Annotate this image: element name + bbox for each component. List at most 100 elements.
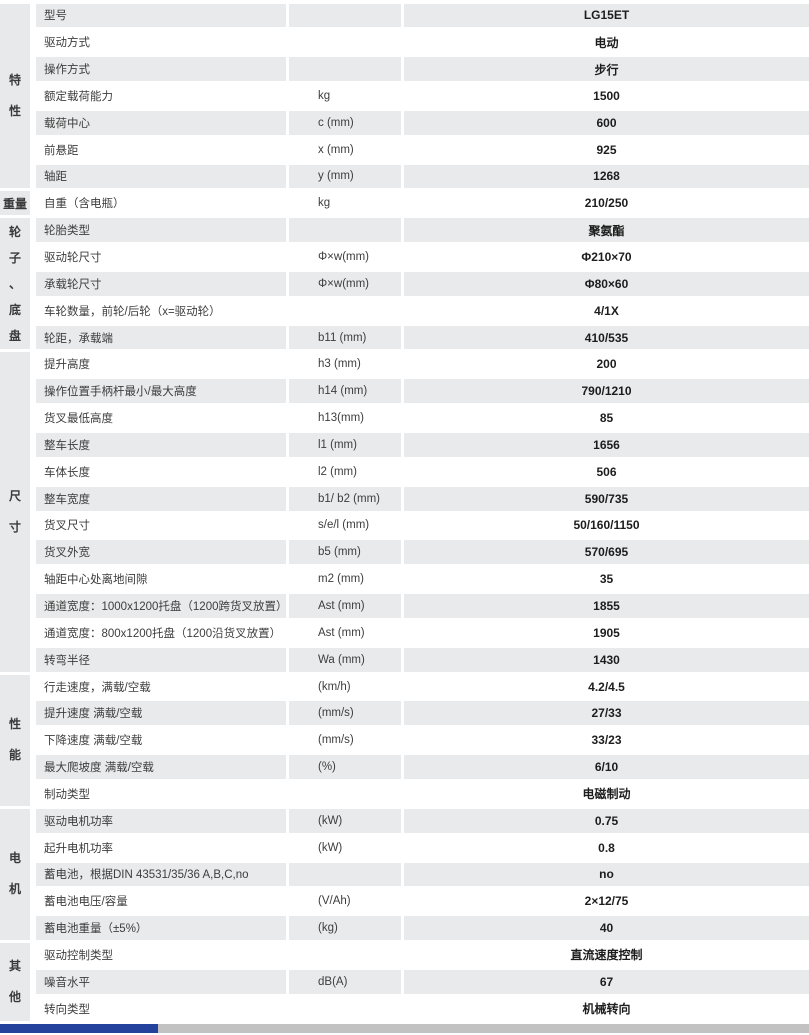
spec-row: 承载轮尺寸 Φ×w(mm) Φ80×60 <box>36 270 809 297</box>
spec-unit: (V/Ah) <box>318 895 351 908</box>
spec-value: Φ210×70 <box>581 250 632 265</box>
spec-value: 925 <box>596 142 617 157</box>
spec-label: 整车长度 <box>36 433 286 457</box>
h-scrollbar[interactable] <box>0 1024 809 1033</box>
spec-unit: h3 (mm) <box>318 358 361 371</box>
category-char: 他 <box>8 989 21 1004</box>
spec-row: 下降速度 满载/空载 (mm/s) 33/23 <box>36 727 809 754</box>
h-scrollbar-thumb[interactable] <box>0 1024 158 1033</box>
spec-row: 轴距中心处离地间隙 m2 (mm) 35 <box>36 566 809 593</box>
spec-unit <box>289 3 401 28</box>
section-rows: 型号 LG15ET 驱动方式 电动 操作方式 步行 额定载荷能力 kg 1500 载荷中心 c (m… <box>36 2 809 190</box>
spec-unit: m2 (mm) <box>318 573 364 586</box>
spec-unit: y (mm) <box>289 164 401 189</box>
spec-unit: Wa (mm) <box>289 647 401 672</box>
category-cell: 尺寸 <box>0 352 30 672</box>
spec-value: 570/695 <box>404 540 809 565</box>
spec-value: 电磁制动 <box>582 787 631 802</box>
spec-unit: (kg) <box>289 916 401 941</box>
spec-row: 前悬距 x (mm) 925 <box>36 136 809 163</box>
spec-value: 200 <box>596 357 617 372</box>
spec-label: 噪音水平 <box>36 969 286 994</box>
spec-section: 轮子、底盘轮胎类型 聚氨酯 驱动轮尺寸 Φ×w(mm) Φ210×70 承载轮尺寸 Φ×w(… <box>0 217 809 351</box>
spec-value: 410/535 <box>404 325 809 350</box>
category-char: 性 <box>8 103 21 118</box>
category-char: 尺 <box>8 489 21 504</box>
category-column: 重量 <box>0 190 30 217</box>
category-char: 寸 <box>8 520 21 535</box>
category-char: 盘 <box>8 328 21 343</box>
spec-unit: Ast (mm) <box>289 594 401 618</box>
spec-label: 通道宽度：800x1200托盘（1200沿货叉放置） <box>44 627 282 640</box>
spec-label: 驱动方式 <box>44 37 90 50</box>
spec-value: 步行 <box>404 57 809 82</box>
spec-unit <box>289 782 401 806</box>
spec-unit: b11 (mm) <box>289 325 401 350</box>
spec-section: 电机驱动电机功率 (kW) 0.75 起升电机功率 (kW) 0.8 蓄电池，根据DIN 4… <box>0 807 809 941</box>
spec-row: 提升高度 h3 (mm) 200 <box>36 351 809 378</box>
spec-value: 2×12/75 <box>584 894 629 909</box>
spec-section: 其他 驱动控制类型 直流速度控制 噪音水平 dB(A) 67 转向类型 机械转向 <box>0 942 809 1023</box>
spec-row: 噪音水平 dB(A) 67 <box>36 968 809 995</box>
spec-section: 尺寸 提升高度 h3 (mm) 200 操作位置手柄杆最小/最大高度 h14 (mm) 79… <box>0 351 809 673</box>
category-char: 电 <box>8 851 21 866</box>
spec-unit <box>289 299 401 323</box>
spec-value: Φ80×60 <box>404 271 809 296</box>
spec-row: 通道宽度：1000x1200托盘（1200跨货叉放置） Ast (mm) 1855 <box>36 593 809 620</box>
spec-unit: (%) <box>289 755 401 779</box>
spec-label: 操作方式 <box>36 57 286 82</box>
spec-unit: Ast (mm) <box>318 626 365 639</box>
spec-value: 50/160/1150 <box>573 518 640 533</box>
category-column: 特性 <box>0 2 30 190</box>
spec-unit: Φ×w(mm) <box>289 271 401 296</box>
spec-label: 轴距 <box>36 164 286 189</box>
spec-label: 最大爬坡度 满载/空载 <box>36 755 286 779</box>
spec-row: 蓄电池电压/容量 (V/Ah) 2×12/75 <box>36 888 809 915</box>
spec-value: no <box>404 862 809 887</box>
category-char: 子 <box>8 250 21 265</box>
spec-value: 0.8 <box>598 840 615 855</box>
section-rows: 行走速度，满载/空载 (km/h) 4.2/4.5 提升速度 满载/空载 (mm/s) 2… <box>36 673 809 807</box>
spec-value: 33/23 <box>591 733 622 748</box>
category-char: 其 <box>8 958 21 973</box>
spec-label: 承载轮尺寸 <box>36 271 286 296</box>
spec-unit: h14 (mm) <box>289 379 401 404</box>
category-char: 性 <box>8 717 21 732</box>
spec-row: 载荷中心 c (mm) 600 <box>36 109 809 136</box>
category-column: 尺寸 <box>0 351 30 673</box>
spec-unit: s/e/l (mm) <box>318 519 370 532</box>
category-char: 底 <box>8 302 21 317</box>
spec-row: 自重（含电瓶） kg 210/250 <box>36 190 809 217</box>
spec-label: 整车宽度 <box>36 486 286 511</box>
spec-label: 自重（含电瓶） <box>44 198 125 211</box>
spec-row: 型号 LG15ET <box>36 2 809 29</box>
category-cell: 电机 <box>0 808 30 941</box>
spec-label: 转弯半径 <box>36 647 286 672</box>
spec-row: 起升电机功率 (kW) 0.8 <box>36 834 809 861</box>
spec-row: 驱动方式 电动 <box>36 29 809 56</box>
spec-unit <box>289 218 401 243</box>
spec-value: 210/250 <box>584 196 629 211</box>
spec-value: 600 <box>404 110 809 135</box>
spec-row: 操作方式 步行 <box>36 56 809 83</box>
spec-label: 驱动电机功率 <box>36 808 286 833</box>
spec-label: 载荷中心 <box>36 110 286 135</box>
spec-value: 1268 <box>404 164 809 189</box>
spec-label: 提升速度 满载/空载 <box>36 701 286 726</box>
spec-value: 790/1210 <box>404 379 809 404</box>
spec-value: 1500 <box>593 88 620 103</box>
spec-unit: x (mm) <box>318 143 354 156</box>
spec-value: 35 <box>599 572 614 587</box>
category-column: 其他 <box>0 942 30 1023</box>
spec-value: LG15ET <box>404 3 809 28</box>
category-cell: 其他 <box>0 943 30 1021</box>
category-column: 性能 <box>0 673 30 807</box>
section-rows: 轮胎类型 聚氨酯 驱动轮尺寸 Φ×w(mm) Φ210×70 承载轮尺寸 Φ×w(mm) Φ8… <box>36 217 809 351</box>
category-char: 特 <box>8 72 21 87</box>
spec-value: 6/10 <box>404 755 809 779</box>
spec-value: 4/1X <box>594 303 619 318</box>
spec-label: 提升高度 <box>44 359 90 372</box>
spec-label: 前悬距 <box>44 144 79 157</box>
spec-label: 货叉外宽 <box>36 540 286 565</box>
spec-row: 蓄电池重量（±5%） (kg) 40 <box>36 915 809 942</box>
